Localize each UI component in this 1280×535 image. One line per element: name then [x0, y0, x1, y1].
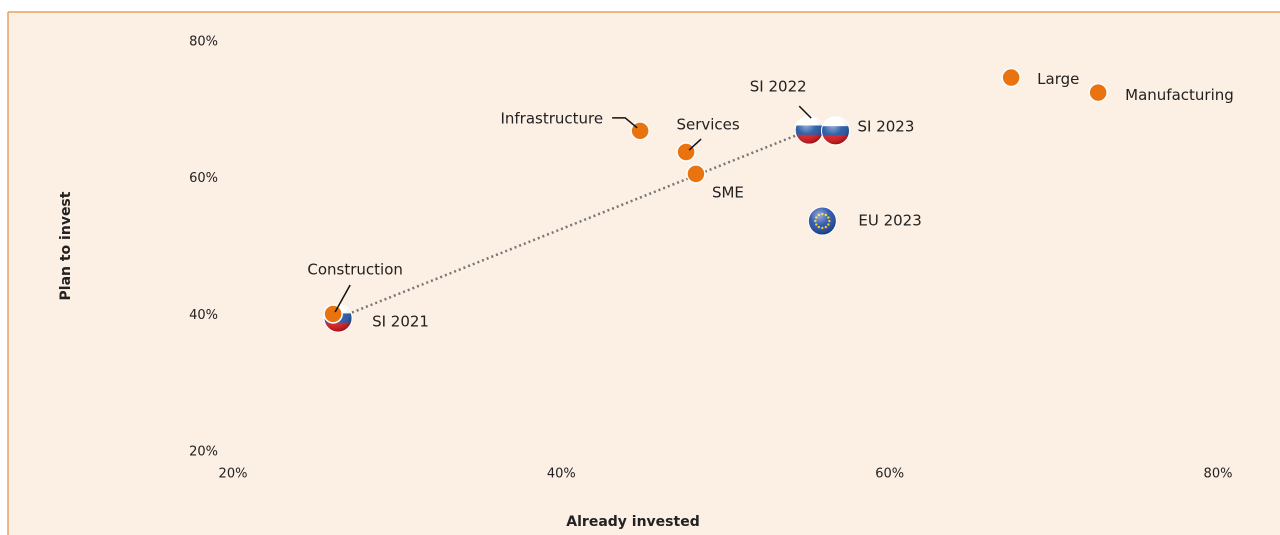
point-label: EU 2023 [858, 212, 921, 230]
point [323, 304, 343, 324]
point-label: Infrastructure [500, 109, 603, 127]
x-tick-label: 40% [547, 467, 576, 482]
point-label: SI 2022 [750, 78, 807, 96]
point-label: Manufacturing [1125, 86, 1234, 104]
point-label: SI 2021 [372, 313, 429, 331]
leader-line [612, 117, 638, 129]
point [676, 142, 696, 162]
x-tick-label: 80% [1204, 467, 1233, 482]
plot-background [8, 12, 1280, 535]
flag-gloss [820, 116, 850, 146]
point-label: SI 2023 [857, 117, 914, 135]
y-tick-label: 60% [189, 171, 218, 186]
leader-line [798, 105, 812, 119]
y-tick-label: 80% [189, 35, 218, 50]
x-axis-label: Already invested [566, 514, 699, 530]
point [1001, 67, 1021, 88]
leader-line [334, 284, 351, 313]
flag-marker [794, 115, 824, 145]
point-label: Large [1037, 70, 1079, 88]
flag-marker [820, 116, 850, 146]
point-label: Services [676, 116, 739, 134]
point [1088, 82, 1108, 103]
flag-gloss [807, 206, 837, 236]
point [686, 164, 706, 184]
point-label: SME [712, 183, 744, 201]
x-tick-label: 20% [219, 467, 248, 482]
x-tick-label: 60% [875, 467, 904, 482]
y-axis-label: Plan to invest [58, 191, 74, 300]
flag-gloss [794, 115, 824, 145]
y-tick-label: 20% [189, 445, 218, 460]
y-tick-label: 40% [189, 308, 218, 323]
eu-flag-marker [807, 206, 837, 236]
point-label: Construction [307, 260, 403, 278]
leader-line [688, 138, 702, 151]
